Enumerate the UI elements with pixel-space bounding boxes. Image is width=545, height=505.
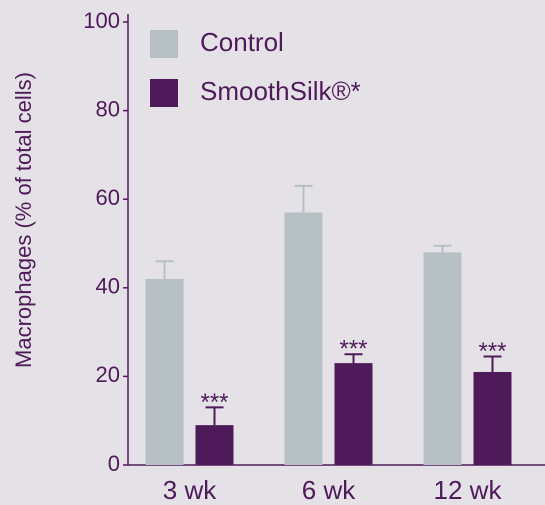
y-tick-label: 40 (96, 274, 120, 299)
y-tick-label: 80 (96, 96, 120, 121)
bar (423, 252, 462, 465)
y-tick-label: 100 (83, 8, 120, 33)
x-tick-label: 3 wk (163, 475, 217, 505)
y-axis-label: Macrophages (% of total cells) (11, 72, 36, 368)
significance-label: *** (200, 389, 228, 416)
y-tick-label: 60 (96, 185, 120, 210)
legend-swatch (150, 79, 178, 107)
bar (284, 212, 323, 465)
y-tick-label: 0 (108, 451, 120, 476)
x-tick-label: 6 wk (302, 475, 356, 505)
bar (145, 278, 184, 465)
legend-label: Control (200, 27, 284, 57)
bar (334, 363, 373, 465)
bar (195, 425, 234, 465)
legend-label: SmoothSilk®* (200, 76, 361, 106)
legend-swatch (150, 30, 178, 58)
significance-label: *** (339, 336, 367, 363)
significance-label: *** (478, 338, 506, 365)
y-tick-label: 20 (96, 362, 120, 387)
x-tick-label: 12 wk (434, 475, 503, 505)
bar (473, 371, 512, 465)
